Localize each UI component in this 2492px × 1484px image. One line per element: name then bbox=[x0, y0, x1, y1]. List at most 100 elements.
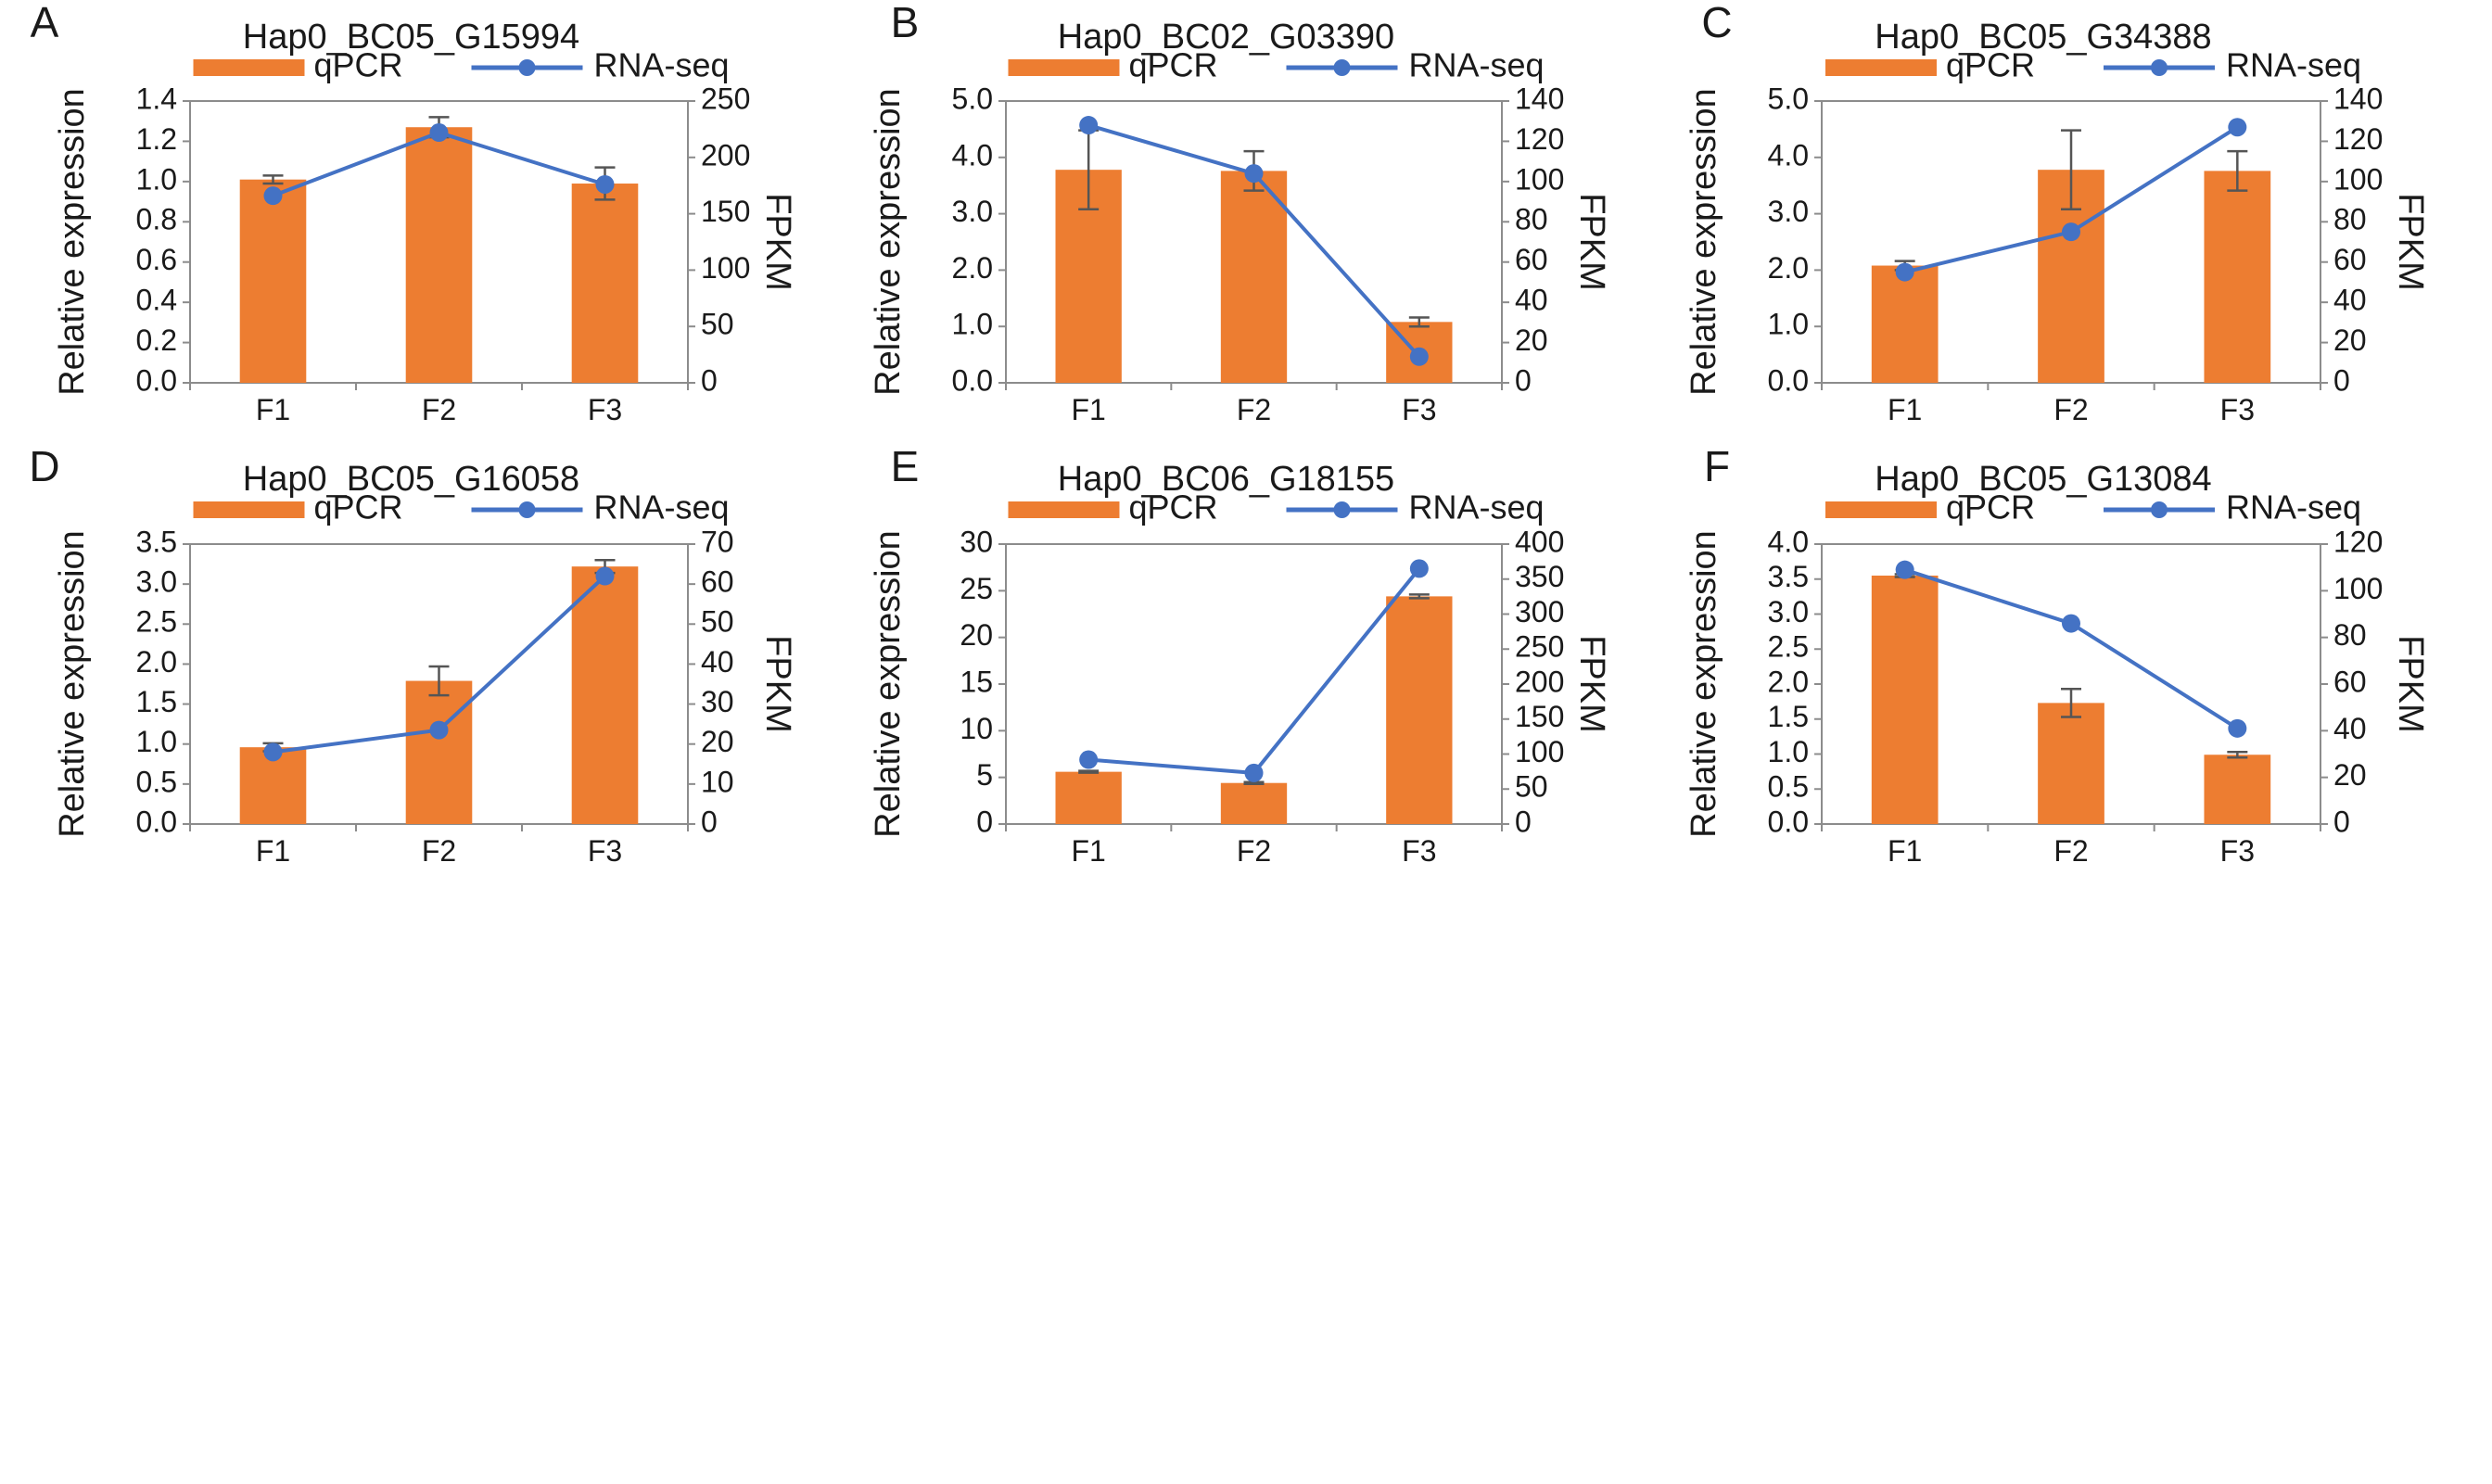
y-tick-label: 3.0 bbox=[136, 565, 177, 599]
y-tick-label: 1.2 bbox=[136, 122, 177, 156]
legend-swatch-qpcr bbox=[1825, 59, 1937, 76]
x-tick-label: F1 bbox=[256, 393, 290, 426]
y2-tick-label: 50 bbox=[701, 308, 734, 341]
point-rnaseq bbox=[1409, 559, 1429, 578]
legend-marker-rnaseq bbox=[1333, 501, 1351, 518]
y2-tick-label: 0 bbox=[701, 805, 718, 838]
bar-qpcr bbox=[405, 680, 473, 824]
legend-label-qpcr: qPCR bbox=[314, 488, 403, 526]
y-tick-label: 3.5 bbox=[1768, 560, 1809, 593]
y2-tick-label: 10 bbox=[701, 765, 734, 798]
chart-title: Hap0_BC05_G16058 bbox=[243, 460, 579, 499]
y-tick-label: 3.0 bbox=[952, 195, 993, 228]
x-tick-label: F2 bbox=[422, 393, 456, 426]
y2-tick-label: 0 bbox=[2333, 363, 2350, 397]
chart-title: Hap0_BC05_G34388 bbox=[1875, 18, 2211, 57]
legend: qPCR RNA-seq bbox=[1008, 488, 1545, 526]
legend-swatch-qpcr bbox=[1008, 501, 1120, 518]
y-tick-label: 2.0 bbox=[1768, 251, 1809, 285]
y-tick-label: 0.5 bbox=[136, 765, 177, 798]
bar-qpcr bbox=[571, 184, 639, 383]
panel-letter: C bbox=[1701, 0, 1732, 46]
y-tick-label: 0.8 bbox=[136, 203, 177, 236]
y2-tick-label: 0 bbox=[1515, 363, 1532, 397]
point-rnaseq bbox=[1079, 750, 1099, 769]
y-tick-label: 2.0 bbox=[1768, 665, 1809, 698]
y-tick-label: 0 bbox=[976, 805, 993, 838]
x-tick-label: F3 bbox=[588, 834, 622, 868]
y-tick-label: 5 bbox=[976, 758, 993, 792]
y-tick-label: 0.0 bbox=[136, 805, 177, 838]
point-rnaseq bbox=[1409, 347, 1429, 366]
bar-qpcr bbox=[2204, 755, 2271, 824]
point-rnaseq bbox=[2228, 718, 2247, 738]
point-rnaseq bbox=[429, 720, 449, 740]
y2-axis-title: FPKM bbox=[2391, 193, 2430, 291]
panel-letter: F bbox=[1704, 442, 1730, 490]
bar-qpcr bbox=[1055, 771, 1122, 824]
legend-label-qpcr: qPCR bbox=[1129, 488, 1218, 526]
y2-tick-label: 100 bbox=[1515, 162, 1564, 196]
line-rnaseq bbox=[1088, 567, 1421, 775]
point-rnaseq bbox=[2228, 118, 2247, 137]
y-tick-label: 15 bbox=[960, 665, 993, 698]
x-tick-label: F2 bbox=[422, 834, 456, 868]
x-tick-label: F3 bbox=[2220, 834, 2255, 868]
y2-tick-label: 20 bbox=[2333, 758, 2367, 792]
y-tick-label: 4.0 bbox=[952, 138, 993, 171]
y2-tick-label: 60 bbox=[2333, 243, 2367, 276]
point-rnaseq bbox=[595, 566, 615, 586]
legend-label-qpcr: qPCR bbox=[1946, 488, 2035, 526]
y2-tick-label: 150 bbox=[1515, 700, 1564, 733]
y2-tick-label: 120 bbox=[1515, 122, 1564, 156]
legend-label-rnaseq: RNA-seq bbox=[594, 46, 730, 84]
error-bar bbox=[262, 174, 284, 185]
error-bar bbox=[1078, 769, 1100, 774]
y2-tick-label: 140 bbox=[1515, 82, 1564, 115]
y-tick-label: 1.0 bbox=[952, 308, 993, 341]
y2-tick-label: 200 bbox=[1515, 665, 1564, 698]
y-tick-label: 1.0 bbox=[1768, 735, 1809, 768]
y2-tick-label: 250 bbox=[701, 82, 750, 115]
y-tick-label: 2.5 bbox=[136, 605, 177, 639]
y-axis-title: Relative expression bbox=[53, 88, 92, 396]
y-tick-label: 3.0 bbox=[1768, 195, 1809, 228]
y2-tick-label: 80 bbox=[1515, 203, 1548, 236]
bar-qpcr bbox=[405, 127, 473, 383]
y2-tick-label: 20 bbox=[1515, 323, 1548, 357]
y2-tick-label: 60 bbox=[2333, 665, 2367, 698]
chart-title: Hap0_BC06_G18155 bbox=[1058, 460, 1394, 499]
y-tick-label: 1.5 bbox=[136, 685, 177, 718]
y-axis-title: Relative expression bbox=[869, 530, 908, 838]
y2-tick-label: 40 bbox=[2333, 284, 2367, 317]
y-tick-label: 1.0 bbox=[136, 725, 177, 758]
y-tick-label: 0.0 bbox=[136, 363, 177, 397]
y2-tick-label: 40 bbox=[1515, 284, 1548, 317]
y2-tick-label: 60 bbox=[701, 565, 734, 599]
point-rnaseq bbox=[1244, 164, 1264, 184]
y-tick-label: 0.0 bbox=[1768, 805, 1809, 838]
y2-tick-label: 100 bbox=[701, 251, 750, 285]
y2-tick-label: 350 bbox=[1515, 560, 1564, 593]
legend-label-rnaseq: RNA-seq bbox=[1409, 488, 1545, 526]
y2-tick-label: 50 bbox=[1515, 770, 1548, 804]
y2-tick-label: 300 bbox=[1515, 595, 1564, 628]
error-bar bbox=[2061, 688, 2081, 718]
panel-letter: D bbox=[29, 442, 59, 490]
x-tick-label: F1 bbox=[1071, 393, 1105, 426]
legend-marker-rnaseq bbox=[2151, 59, 2168, 76]
y-tick-label: 30 bbox=[960, 525, 993, 558]
point-rnaseq bbox=[1079, 116, 1099, 135]
bar-qpcr bbox=[2204, 171, 2271, 383]
y2-tick-label: 120 bbox=[2333, 525, 2383, 558]
x-tick-label: F3 bbox=[1402, 393, 1436, 426]
y2-tick-label: 70 bbox=[701, 525, 734, 558]
y-axis-title: Relative expression bbox=[1685, 88, 1723, 396]
y-tick-label: 1.5 bbox=[1768, 700, 1809, 733]
